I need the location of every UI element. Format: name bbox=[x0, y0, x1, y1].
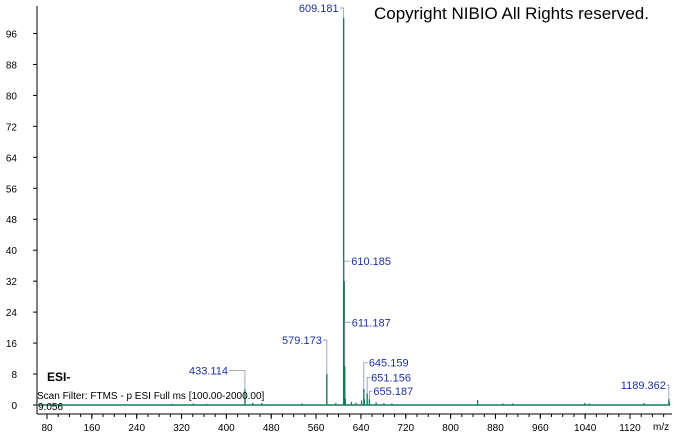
y-tick-label: 0 bbox=[11, 401, 17, 412]
scan-filter-text: Scan Filter: FTMS - p ESI Full ms [100.0… bbox=[37, 391, 265, 402]
x-tick-label: 1040 bbox=[574, 423, 597, 434]
peak-label: 609.181 bbox=[299, 3, 339, 15]
x-tick-label: 320 bbox=[173, 423, 190, 434]
y-tick-label: 72 bbox=[6, 122, 18, 133]
peak-label: 611.187 bbox=[352, 317, 391, 329]
peak-label-leader bbox=[666, 384, 670, 400]
x-tick-label: 160 bbox=[84, 423, 101, 434]
peak-label: 651.156 bbox=[371, 372, 411, 384]
peak-label-leader bbox=[343, 260, 351, 282]
x-tick-label: 640 bbox=[353, 423, 370, 434]
peak-label: 655.187 bbox=[373, 386, 413, 398]
x-tick-label: 1120 bbox=[619, 423, 641, 434]
y-tick-label: 24 bbox=[6, 308, 18, 319]
y-tick-label: 16 bbox=[6, 339, 18, 350]
x-axis-label: m/z bbox=[653, 422, 670, 433]
peak-label: 1189.362 bbox=[621, 380, 666, 392]
y-tick-label: 40 bbox=[6, 246, 18, 257]
peak-label: 579.173 bbox=[282, 335, 322, 347]
x-tick-label: 800 bbox=[442, 423, 459, 434]
x-tick-label: 560 bbox=[308, 423, 325, 434]
y-tick-label: 96 bbox=[6, 29, 18, 40]
peak-label-leader bbox=[366, 376, 371, 394]
ionization-mode-label: ESI- bbox=[47, 370, 71, 384]
peak-label-leader bbox=[228, 370, 246, 390]
x-tick-label: 80 bbox=[41, 423, 53, 434]
peak-label-leader bbox=[369, 390, 373, 400]
x-tick-label: 480 bbox=[263, 423, 280, 434]
y-tick-label: 8 bbox=[11, 370, 17, 381]
peak-label-leader bbox=[363, 362, 368, 389]
x-tick-label: 720 bbox=[397, 423, 414, 434]
y-tick-label: 56 bbox=[6, 184, 18, 195]
peak-label: 610.185 bbox=[351, 256, 391, 268]
y-tick-label: 32 bbox=[6, 277, 18, 288]
peak-label: 433.114 bbox=[189, 366, 228, 378]
y-tick-label: 80 bbox=[6, 91, 18, 102]
x-tick-label: 400 bbox=[218, 423, 235, 434]
y-tick-label: 64 bbox=[6, 153, 18, 164]
peak-label: 645.159 bbox=[369, 358, 409, 370]
x-tick-label: 960 bbox=[532, 423, 549, 434]
peak-label-leader bbox=[339, 7, 345, 18]
copyright-notice: Copyright NIBIO All Rights reserved. bbox=[374, 4, 649, 23]
peak-label-leader bbox=[322, 339, 328, 375]
noise-level-value: 9.056 bbox=[38, 402, 64, 413]
y-tick-label: 88 bbox=[6, 60, 18, 71]
peak-label-leader bbox=[344, 321, 351, 367]
x-tick-label: 240 bbox=[128, 423, 145, 434]
y-tick-label: 48 bbox=[6, 215, 18, 226]
x-tick-label: 880 bbox=[487, 423, 504, 434]
